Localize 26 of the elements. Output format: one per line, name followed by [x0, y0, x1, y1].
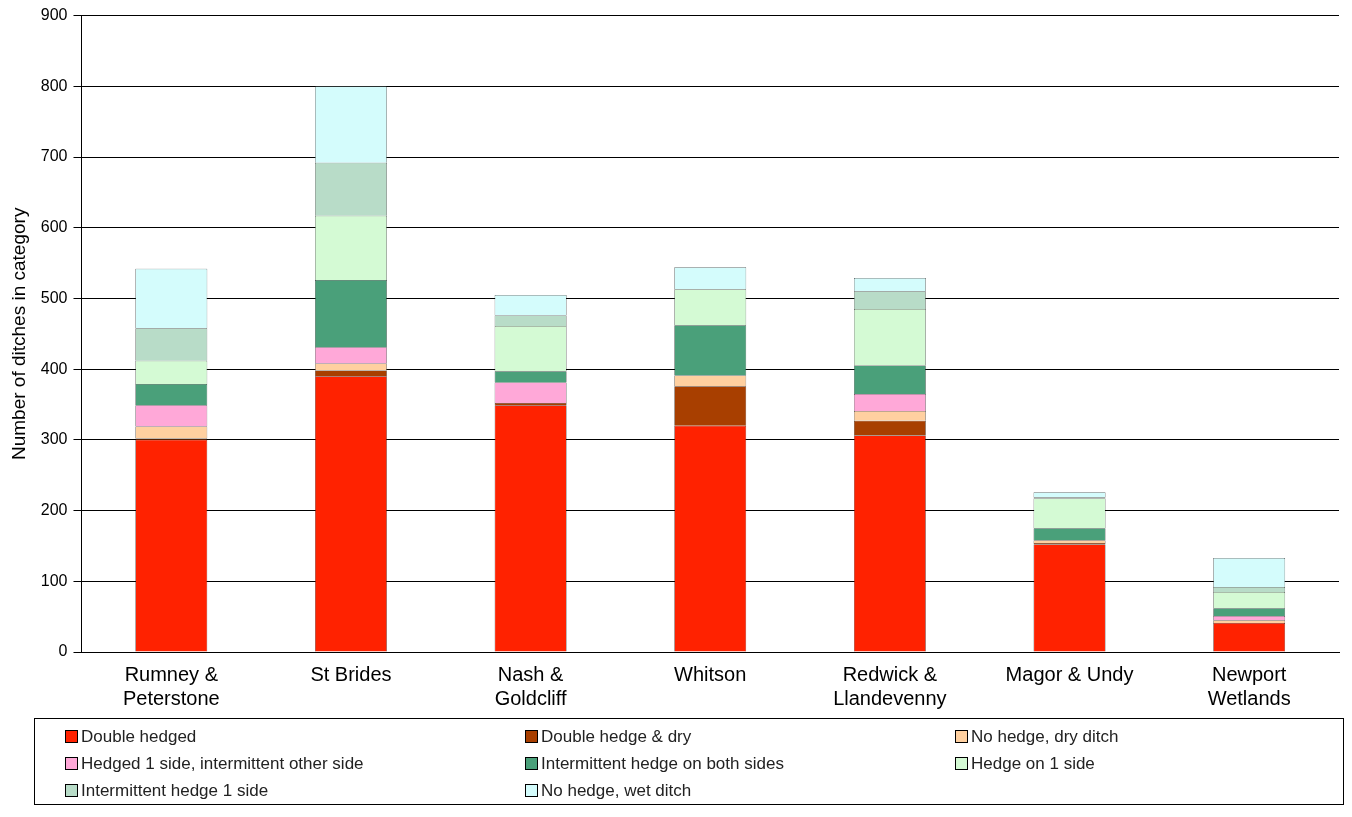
y-tick-label: 700: [40, 147, 68, 165]
y-tick-label: 400: [40, 359, 68, 377]
y-tick-label: 0: [58, 642, 68, 660]
x-tick-label: Newport Wetlands: [1207, 662, 1291, 709]
x-tick-label: Nash & Goldcliff: [494, 662, 567, 709]
legend-label: Double hedge & dry: [540, 725, 693, 748]
y-tick-label: 200: [40, 500, 68, 518]
legend-label: Intermittent hedge 1 side: [80, 779, 270, 802]
legend-label: Double hedged: [80, 725, 198, 748]
legend-label: Intermittent hedge on both sides: [540, 752, 785, 775]
x-tick-label: Redwick & Llandevenny: [833, 662, 947, 709]
y-tick-label: 100: [40, 571, 68, 589]
y-axis-title: Number of ditches in category: [7, 207, 29, 460]
y-tick-label: 900: [40, 6, 68, 24]
x-tick-label: Whitson: [674, 662, 747, 685]
x-tick-label: St Brides: [310, 662, 392, 685]
y-tick-label: 600: [40, 218, 68, 236]
y-tick-label: 300: [40, 430, 68, 448]
y-tick-label: 800: [40, 76, 68, 94]
legend-label: No hedge, dry ditch: [970, 725, 1120, 748]
x-tick-label: Rumney & Peterstone: [122, 662, 220, 709]
x-tick-label: Magor & Undy: [1005, 662, 1134, 685]
legend-label: Hedged 1 side, intermittent other side: [80, 752, 365, 775]
y-tick-label: 500: [40, 288, 68, 306]
legend-label: No hedge, wet ditch: [540, 779, 693, 802]
legend-label: Hedge on 1 side: [970, 752, 1096, 775]
